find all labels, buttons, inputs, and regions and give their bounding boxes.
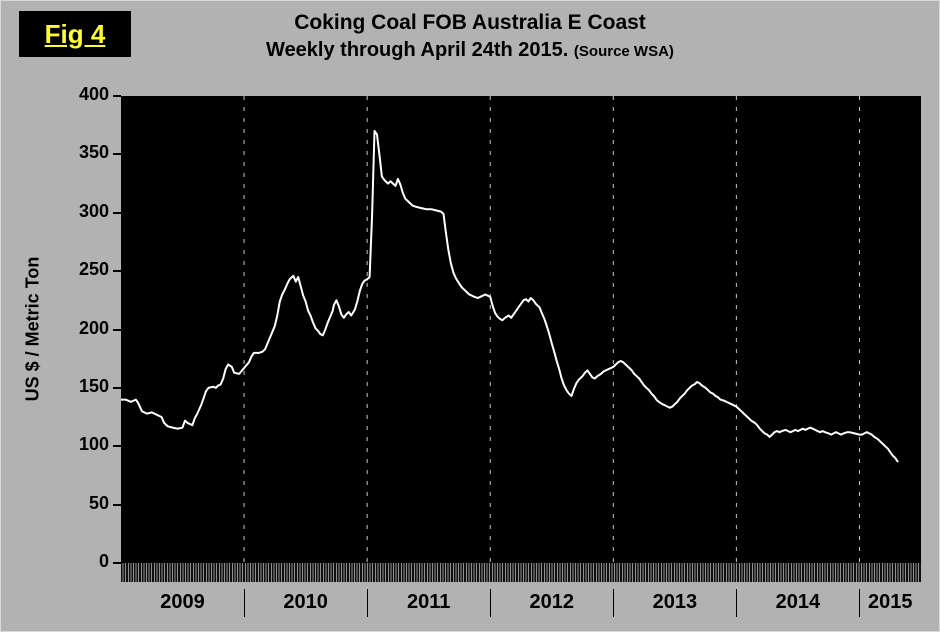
x-axis-labels: 2009 2010 2011 2012 2013 2014 2015 [121, 587, 921, 621]
y-tick-mark [113, 95, 121, 97]
y-tick-mark [113, 562, 121, 564]
x-tick-label-2013: 2013 [652, 591, 698, 613]
source-label: (Source WSA) [573, 43, 674, 60]
y-tick-mark [113, 153, 121, 156]
price-line-chart [121, 96, 921, 563]
y-tick-label: 0 [98, 551, 109, 571]
x-axis-separator [612, 589, 614, 617]
y-tick-mark [113, 270, 121, 273]
x-axis-separator [858, 589, 860, 617]
y-axis-tick-labels: 0 50 100 150 200 250 300 350 400 [1, 84, 109, 571]
y-tick-label: 100 [78, 434, 109, 455]
y-tick-label: 350 [78, 142, 109, 163]
x-tick-label-2009: 2009 [160, 591, 205, 613]
x-axis-separator [366, 589, 368, 617]
y-tick-label: 250 [78, 259, 109, 280]
x-tick-label-2012: 2012 [529, 591, 575, 613]
y-tick-mark [113, 386, 121, 389]
y-tick-mark [113, 445, 121, 448]
y-tick-label: 150 [78, 375, 109, 396]
x-axis-separator [243, 589, 245, 617]
x-axis-separator [489, 589, 491, 617]
plot-area [121, 96, 921, 563]
chart-subtitle-text: Weekly through April 24th 2015. [266, 39, 569, 61]
x-tick-label-2014: 2014 [775, 591, 821, 613]
y-tick-mark [113, 328, 121, 331]
title-block: Coking Coal FOB Australia E Coast Weekly… [1, 9, 939, 65]
weekly-tick-strip [121, 563, 921, 582]
figure-badge: Fig 4 [19, 11, 131, 57]
y-tick-label: 200 [78, 317, 109, 338]
x-axis-separator [735, 589, 737, 617]
chart-title: Coking Coal FOB Australia E Coast [294, 11, 646, 34]
chart-subtitle: Weekly through April 24th 2015. (Source … [1, 37, 939, 65]
y-tick-mark [113, 503, 121, 506]
x-tick-label-2010: 2010 [283, 591, 328, 613]
x-tick-label-2015: 2015 [867, 591, 913, 613]
y-tick-label: 50 [88, 492, 109, 513]
y-tick-mark [113, 211, 121, 214]
figure-label: Fig 4 [44, 18, 106, 49]
y-tick-label: 300 [78, 200, 109, 221]
x-tick-label-2011: 2011 [406, 591, 451, 613]
y-tick-label: 400 [78, 84, 109, 104]
price-line [121, 131, 898, 461]
